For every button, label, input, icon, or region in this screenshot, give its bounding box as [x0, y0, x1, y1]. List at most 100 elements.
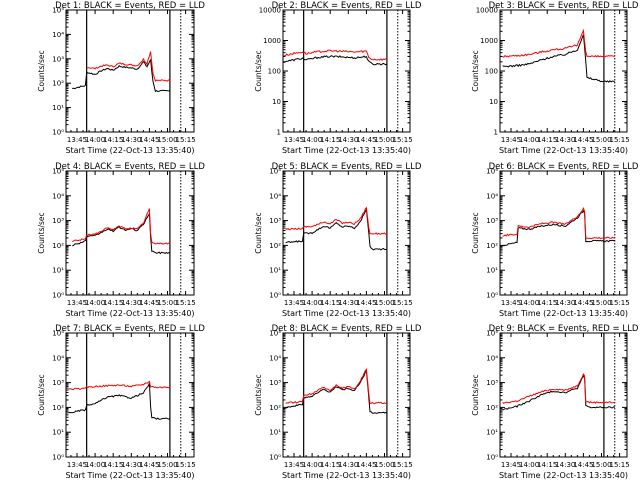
panel-9-x-axis-label: Start Time (22-Oct-13 13:35:40)	[499, 471, 628, 480]
panel-5-y-tick-label: 10³	[269, 217, 281, 225]
panel-3-x-tick-label: 14:30	[555, 136, 575, 144]
panel-6-x-tick-label: 15:15	[610, 299, 630, 307]
panel-8-series-lld	[285, 367, 388, 405]
panel-8-y-tick-label: 10²	[269, 404, 281, 412]
panel-4-y-axis-label: Counts/sec	[37, 212, 46, 253]
panel-7-y-axis-label: Counts/sec	[37, 374, 46, 415]
panel-5-series-lld	[285, 206, 388, 235]
panel-9: Det 9: BLACK = Events, RED = LLD 10⁰ 10¹ 10…	[471, 324, 639, 480]
panel-4-y-tick-label: 10¹	[52, 267, 64, 275]
panel-3-x-axis-label: Start Time (22-Oct-13 13:35:40)	[499, 146, 628, 155]
panel-3-x-tick-label: 14:00	[519, 136, 539, 144]
panel-6-y-tick-label: 10⁰	[486, 292, 498, 300]
panel-2-y-tick-label: 10	[272, 98, 281, 106]
panel-1: Det 1: BLACK = Events, RED = LLD 10⁰ 10¹ 10…	[37, 1, 205, 155]
panel-9-series-events	[502, 374, 616, 411]
panel-4-y-tick-label: 10⁰	[52, 292, 64, 300]
panel-5-y-axis-label: Counts/sec	[254, 212, 263, 253]
panel-1-axes-frame	[65, 9, 195, 133]
panel-7-x-tick-label: 13:45	[67, 461, 87, 469]
panel-2-x-tick-label: 15:15	[393, 136, 413, 144]
panel-6-y-tick-label: 10¹	[486, 267, 498, 275]
panel-3-y-tick-label: 10	[489, 98, 498, 106]
panel-8-x-tick-label: 14:00	[302, 461, 322, 469]
panel-3-axes-frame	[499, 9, 628, 133]
panel-9-x-tick-label: 14:15	[537, 461, 557, 469]
panel-5-y-tick-label: 10⁴	[269, 192, 281, 200]
panel-8-y-tick-label: 10¹	[269, 429, 281, 437]
panel-3-title: Det 3: BLACK = Events, RED = LLD	[489, 1, 639, 11]
panel-5-y-tick-label: 10²	[269, 242, 281, 250]
panel-4-x-tick-label: 15:15	[176, 299, 196, 307]
panel-4-x-tick-label: 14:45	[139, 299, 159, 307]
panel-4-series-lld	[71, 208, 171, 245]
panel-1-x-tick-label: 14:00	[85, 136, 105, 144]
panel-6-x-tick-label: 13:45	[501, 299, 521, 307]
panel-5-x-tick-label: 14:00	[302, 299, 322, 307]
panel-2-x-axis-label: Start Time (22-Oct-13 13:35:40)	[282, 146, 411, 155]
panel-9-title: Det 9: BLACK = Events, RED = LLD	[489, 324, 639, 334]
panel-3-x-tick-label: 14:15	[537, 136, 557, 144]
panel-2: Det 2: BLACK = Events, RED = LLD 1 10 100 10…	[254, 1, 422, 155]
panel-6-y-tick-label: 10³	[486, 217, 498, 225]
panel-2-title: Det 2: BLACK = Events, RED = LLD	[272, 1, 422, 11]
panel-9-y-tick-label: 10¹	[486, 429, 498, 437]
panel-2-x-tick-label: 14:45	[356, 136, 376, 144]
panel-2-x-tick-label: 14:30	[338, 136, 358, 144]
panel-8-y-tick-label: 10⁵	[269, 330, 281, 338]
panel-2-axes-frame	[282, 9, 411, 133]
panel-4-y-tick-label: 10³	[52, 217, 64, 225]
panel-7-series-events	[68, 382, 171, 420]
panel-8-title: Det 8: BLACK = Events, RED = LLD	[272, 324, 422, 334]
panel-4-x-tick-label: 14:30	[121, 299, 141, 307]
panel-1-y-tick-label: 10²	[52, 80, 64, 88]
panel-8-x-tick-label: 14:30	[338, 461, 358, 469]
panel-9-x-tick-label: 15:15	[610, 461, 630, 469]
panel-8-y-tick-label: 10⁰	[269, 454, 281, 462]
panel-4-x-axis-label: Start Time (22-Oct-13 13:35:40)	[65, 309, 194, 318]
panel-9-y-tick-label: 10⁴	[486, 354, 498, 362]
panel-6-x-tick-label: 14:45	[573, 299, 593, 307]
panel-9-x-tick-label: 14:00	[519, 461, 539, 469]
panel-3-x-tick-label: 15:00	[591, 136, 611, 144]
panel-6-y-tick-label: 10⁴	[486, 192, 498, 200]
panel-3-y-tick-label: 100	[485, 68, 498, 76]
panel-5-x-tick-label: 14:30	[338, 299, 358, 307]
panel-7-x-tick-label: 15:15	[176, 461, 196, 469]
panel-2-series-lld	[283, 49, 388, 61]
panel-4-title: Det 4: BLACK = Events, RED = LLD	[55, 162, 205, 172]
panel-1-y-tick-label: 10⁰	[52, 129, 64, 137]
panel-6-axes-frame	[499, 170, 628, 296]
panel-8-x-tick-label: 15:15	[393, 461, 413, 469]
panel-1-x-tick-label: 15:15	[176, 136, 196, 144]
panel-7-x-tick-label: 14:45	[139, 461, 159, 469]
panel-9-y-tick-label: 10⁰	[486, 454, 498, 462]
panel-1-title: Det 1: BLACK = Events, RED = LLD	[55, 1, 205, 11]
panel-4-y-tick-label: 10²	[52, 242, 64, 250]
panel-6-y-axis-label: Counts/sec	[471, 212, 480, 253]
panel-3-y-tick-label: 10000	[476, 7, 498, 15]
panel-4-y-tick-label: 10⁵	[52, 168, 64, 176]
panel-1-y-axis-label: Counts/sec	[37, 50, 46, 91]
panel-5-title: Det 5: BLACK = Events, RED = LLD	[272, 162, 422, 172]
panel-9-axes-frame	[499, 332, 628, 458]
panel-3-y-axis-label: Counts/sec	[471, 50, 480, 91]
panel-7-y-tick-label: 10¹	[52, 429, 64, 437]
panel-3: Det 3: BLACK = Events, RED = LLD 1 10 100 10…	[471, 1, 639, 155]
panel-3-x-tick-label: 13:45	[501, 136, 521, 144]
panel-7-axes-frame	[65, 332, 195, 458]
panel-5: Det 5: BLACK = Events, RED = LLD 10⁰ 10¹ 10…	[254, 162, 422, 318]
panel-1-y-tick-label: 10³	[52, 55, 64, 63]
panel-6-x-axis-label: Start Time (22-Oct-13 13:35:40)	[499, 309, 628, 318]
panel-4-y-tick-label: 10⁴	[52, 192, 64, 200]
panel-3-x-tick-label: 14:45	[573, 136, 593, 144]
panel-6-x-tick-label: 15:00	[591, 299, 611, 307]
panel-7-x-tick-label: 15:00	[157, 461, 177, 469]
panel-9-y-tick-label: 10²	[486, 404, 498, 412]
panel-6-x-tick-label: 14:15	[537, 299, 557, 307]
panel-9-x-tick-label: 14:45	[573, 461, 593, 469]
panel-2-series-events	[282, 55, 388, 66]
panel-2-y-tick-label: 100	[268, 68, 281, 76]
panel-8-axes-frame	[282, 332, 411, 458]
